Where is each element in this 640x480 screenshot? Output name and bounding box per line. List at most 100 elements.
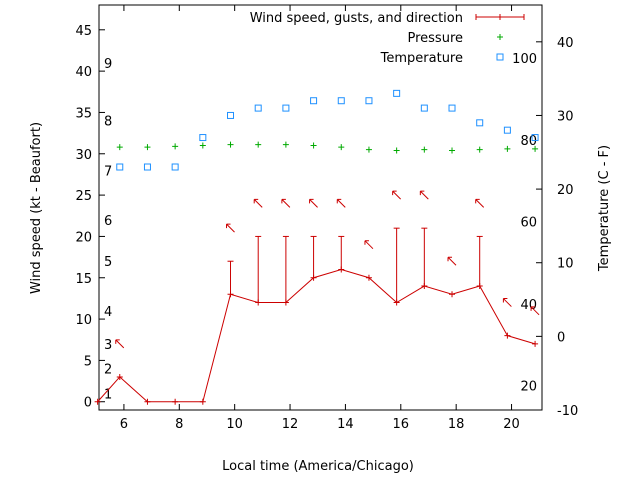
temperature-point <box>116 163 124 171</box>
temperature-point <box>282 104 290 112</box>
wind-direction-arrow <box>281 198 291 208</box>
x-tick-label: 16 <box>393 417 410 432</box>
temperature-point <box>337 97 345 105</box>
temperature-point <box>310 97 318 105</box>
y-left-tick-label: 30 <box>75 148 92 163</box>
beaufort-label: 2 <box>104 363 112 378</box>
wind-direction-arrow <box>392 190 401 200</box>
pressure-point <box>144 144 151 151</box>
wind-speed-point <box>421 283 428 290</box>
legend-label: Wind speed, gusts, and direction <box>250 11 463 26</box>
pressure-point <box>393 147 400 154</box>
wind-speed-point <box>532 340 539 347</box>
wind-speed-point <box>365 274 372 281</box>
legend-marker-square <box>496 53 504 61</box>
y-left-tick-label: 40 <box>75 65 92 80</box>
wind-direction-arrow <box>364 240 374 250</box>
x-axis-label: Local time (America/Chicago) <box>222 459 414 474</box>
beaufort-label: 6 <box>104 214 112 229</box>
y-axis-label-right: Temperature (C - F) <box>597 145 612 272</box>
wind-direction-arrow <box>530 306 540 316</box>
wind-direction-arrow <box>502 298 512 307</box>
temperature-point <box>171 163 179 171</box>
temperature-point <box>227 111 235 119</box>
pressure-point <box>116 144 123 151</box>
y-right-tick-label: 30 <box>557 109 574 124</box>
y-left-tick-label: 0 <box>84 396 92 411</box>
wind-speed-point <box>94 398 101 405</box>
wind-speed-point <box>255 299 262 306</box>
wind-speed-point <box>310 274 317 281</box>
y-left-tick-label: 25 <box>75 189 92 204</box>
wind-speed-point <box>282 299 289 306</box>
beaufort-label: 1 <box>104 387 112 402</box>
wind-speed-point <box>449 291 456 298</box>
wind-direction-arrow <box>447 256 457 266</box>
wind-speed-point <box>199 398 206 405</box>
fahrenheit-label: 80 <box>520 134 537 149</box>
x-tick-label: 20 <box>503 417 520 432</box>
y-left-tick-label: 20 <box>75 230 92 245</box>
pressure-point <box>532 145 539 152</box>
temperature-point <box>365 97 373 105</box>
fahrenheit-label: 100 <box>512 52 537 67</box>
x-tick-label: 18 <box>448 417 465 432</box>
pressure-point <box>172 143 179 150</box>
wind-speed-point <box>504 332 511 339</box>
pressure-point <box>199 142 206 149</box>
wind-speed-point <box>338 266 345 273</box>
wind-direction-arrow <box>336 198 346 208</box>
wind-direction-arrow <box>475 198 485 208</box>
y-axis-label-left: Wind speed (kt - Beaufort) <box>29 122 44 294</box>
beaufort-label: 3 <box>104 338 112 353</box>
temperature-point <box>420 104 428 112</box>
x-tick-label: 6 <box>120 417 128 432</box>
pressure-point <box>365 146 372 153</box>
temperature-point <box>143 163 151 171</box>
beaufort-label: 5 <box>104 255 112 270</box>
fahrenheit-label: 60 <box>520 215 537 230</box>
pressure-point <box>255 141 262 148</box>
wind-speed-line <box>97 268 536 403</box>
pressure-point <box>504 145 511 152</box>
x-tick-label: 8 <box>175 417 183 432</box>
x-tick-label: 10 <box>226 417 243 432</box>
beaufort-label: 7 <box>104 164 112 179</box>
y-left-tick-label: 45 <box>75 24 92 39</box>
beaufort-label: 4 <box>104 305 112 320</box>
y-left-tick-label: 35 <box>75 106 92 121</box>
wind-direction-arrow <box>309 198 318 208</box>
y-right-tick-label: 20 <box>557 183 574 198</box>
pressure-point <box>449 147 456 154</box>
y-left-tick-label: 5 <box>84 354 92 369</box>
wind-direction-arrow <box>115 339 125 349</box>
wind-speed-point <box>476 283 483 290</box>
y-left-tick-label: 10 <box>75 313 92 328</box>
wind-speed-point <box>144 398 151 405</box>
wind-direction-arrow <box>419 190 429 200</box>
temperature-point <box>476 119 484 127</box>
x-tick-label: 12 <box>282 417 299 432</box>
legend-marker-plus <box>497 14 503 20</box>
wind-speed-point <box>393 299 400 306</box>
pressure-point <box>421 146 428 153</box>
y-left-tick-label: 15 <box>75 272 92 287</box>
beaufort-label: 9 <box>104 57 112 72</box>
y-right-tick-label: 40 <box>557 36 574 51</box>
temperature-point <box>254 104 262 112</box>
pressure-point <box>310 142 317 149</box>
plot-frame <box>98 4 543 411</box>
beaufort-label: 8 <box>104 115 112 130</box>
wind-direction-arrow <box>226 223 235 233</box>
wind-speed-point <box>116 373 123 380</box>
wind-speed-point <box>172 398 179 405</box>
legend-label: Temperature <box>380 51 463 66</box>
pressure-point <box>338 144 345 151</box>
temperature-point <box>503 126 511 134</box>
temperature-point <box>531 134 539 142</box>
y-right-tick-label: 10 <box>557 257 574 272</box>
pressure-point <box>282 141 289 148</box>
x-tick-label: 14 <box>337 417 354 432</box>
pressure-point <box>476 146 483 153</box>
